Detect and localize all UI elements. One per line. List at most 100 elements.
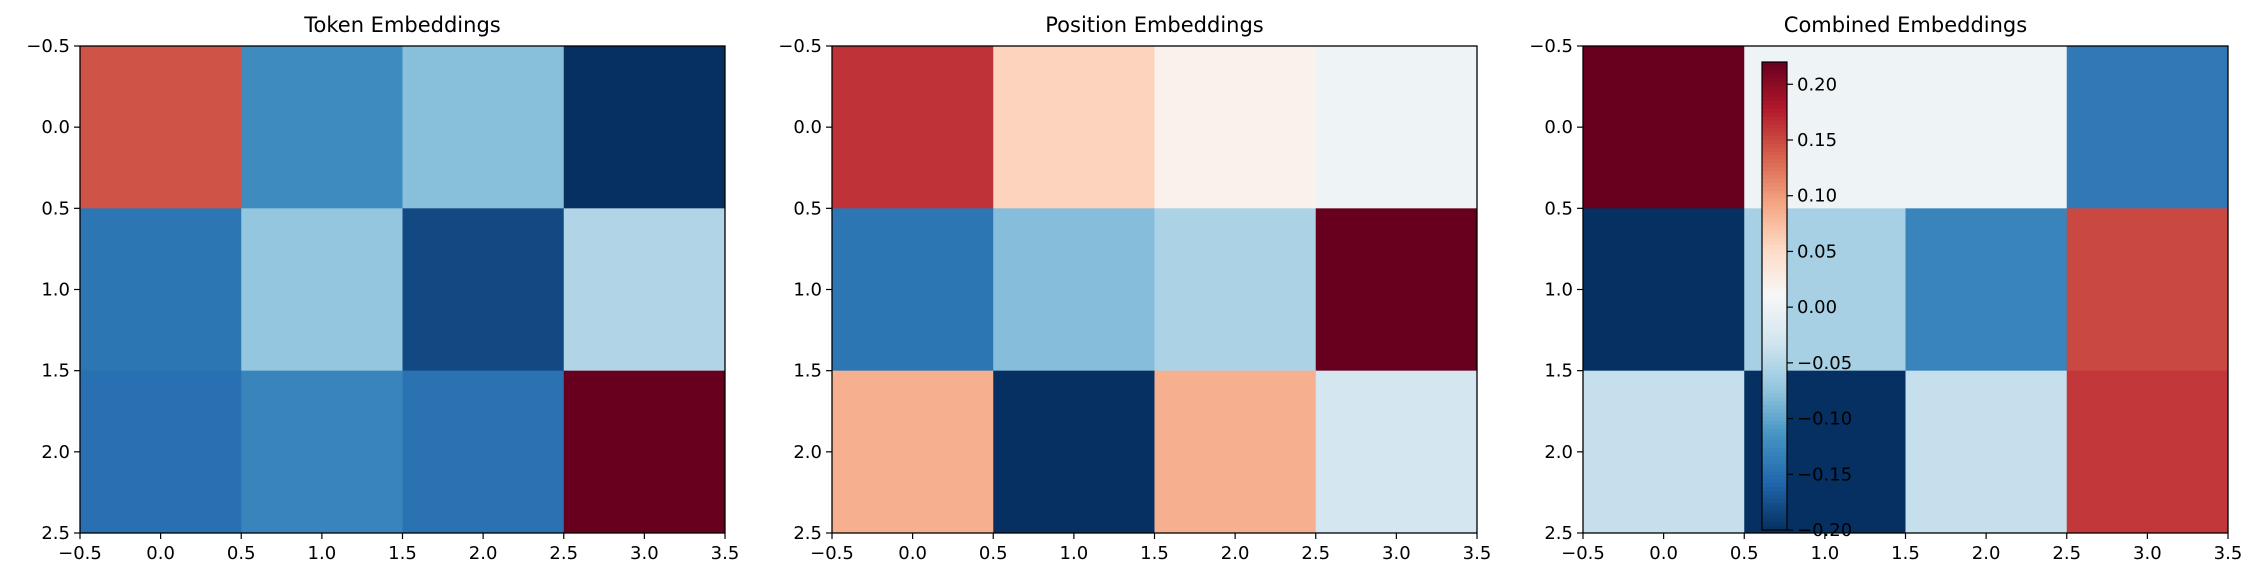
colorbar-gradient-slice xyxy=(1762,210,1787,215)
heatmap-cell-r2-c1 xyxy=(241,370,403,534)
heatmap-cell-r1-c2 xyxy=(402,208,565,372)
x-tick-label: 1.5 xyxy=(1140,543,1169,564)
colorbar-gradient-slice xyxy=(1762,362,1787,367)
heatmap-cell-r2-c0 xyxy=(1583,370,1745,534)
colorbar-gradient-slice xyxy=(1762,498,1787,504)
colorbar-gradient-slice xyxy=(1762,506,1787,512)
colorbar-gradient-slice xyxy=(1762,311,1787,317)
colorbar-gradient-slice xyxy=(1762,436,1787,441)
colorbar-gradient-slice xyxy=(1762,428,1787,434)
heatmap-cell-r0-c2 xyxy=(402,46,565,209)
colorbar-tick-label: 0.00 xyxy=(1797,297,1837,318)
y-tick-label: 1.0 xyxy=(1544,280,1573,301)
colorbar-gradient-slice xyxy=(1762,393,1787,398)
colorbar-gradient-slice xyxy=(1762,452,1787,457)
heatmap-cell-r1-c3 xyxy=(2066,208,2229,372)
colorbar-gradient-slice xyxy=(1762,237,1787,242)
heatmap-cell-r0-c2 xyxy=(1154,46,1317,209)
y-tick-label: 2.0 xyxy=(41,442,70,463)
heatmap-cell-r2-c1 xyxy=(993,370,1155,534)
colorbar-gradient-slice xyxy=(1762,280,1787,285)
heatmap-cell-r2-c2 xyxy=(1154,370,1317,534)
colorbar-gradient-slice xyxy=(1762,136,1787,141)
heatmap-cell-r1-c1 xyxy=(993,208,1155,372)
colorbar-gradient-slice xyxy=(1762,502,1787,508)
colorbar-gradient-slice xyxy=(1762,487,1787,492)
colorbar-gradient-slice xyxy=(1762,190,1787,196)
heatmap-cell-r0-c0 xyxy=(1583,46,1745,209)
x-tick-label: −0.5 xyxy=(1561,543,1605,564)
y-tick-label: 0.5 xyxy=(793,198,822,219)
colorbar-gradient-slice xyxy=(1762,381,1787,387)
colorbar-gradient-slice xyxy=(1762,346,1787,352)
colorbar-tick-label: 0.05 xyxy=(1797,241,1837,262)
y-tick-label: 0.5 xyxy=(1544,198,1573,219)
colorbar-gradient-slice xyxy=(1762,93,1787,98)
colorbar-gradient-slice xyxy=(1762,257,1787,262)
y-tick-label: 1.0 xyxy=(793,280,822,301)
colorbar-gradient-slice xyxy=(1762,315,1787,320)
colorbar-gradient-slice xyxy=(1762,416,1787,422)
colorbar-gradient-slice xyxy=(1762,124,1787,129)
heatmap-cell-r0-c3 xyxy=(1315,46,1478,209)
y-tick-label: −0.5 xyxy=(1529,36,1573,57)
colorbar-gradient-slice xyxy=(1762,89,1787,94)
colorbar-gradient-slice xyxy=(1762,85,1787,90)
y-tick-label: 0.0 xyxy=(41,117,70,138)
heatmap-cell-r1-c3 xyxy=(1315,208,1478,372)
colorbar-gradient-slice xyxy=(1762,249,1787,254)
x-tick-label: 3.5 xyxy=(711,543,740,564)
x-tick-label: 3.0 xyxy=(630,543,659,564)
colorbar-gradient-slice xyxy=(1762,147,1787,153)
colorbar-gradient-slice xyxy=(1762,206,1787,211)
colorbar-gradient-slice xyxy=(1762,73,1787,79)
heatmap-cell-r1-c2 xyxy=(1905,208,2068,372)
heatmap-panel-1: Token Embeddings −0.5 0.0 0.5 1.0 1.5 2.0 2.5 3.… xyxy=(26,13,739,564)
colorbar-gradient-slice xyxy=(1762,354,1787,359)
colorbar-gradient-slice xyxy=(1762,409,1787,414)
colorbar-gradient-slice xyxy=(1762,401,1787,406)
x-tick-label: −0.5 xyxy=(810,543,854,564)
heatmap-cell-r1-c0 xyxy=(832,208,994,372)
x-tick-label: 0.5 xyxy=(1730,543,1759,564)
colorbar-gradient-slice xyxy=(1762,510,1787,515)
colorbar-gradient-slice xyxy=(1762,405,1787,410)
colorbar-gradient-slice xyxy=(1762,413,1787,418)
colorbar-gradient-slice xyxy=(1762,358,1787,363)
colorbar-gradient-slice xyxy=(1762,233,1787,239)
heatmap-cell-r2-c2 xyxy=(1905,370,2068,534)
x-tick-label: 2.0 xyxy=(469,543,498,564)
heatmap-cell-r0-c2 xyxy=(1905,46,2068,209)
colorbar-gradient-slice xyxy=(1762,491,1787,496)
colorbar-gradient-slice xyxy=(1762,292,1787,297)
colorbar-gradient-slice xyxy=(1762,276,1787,281)
colorbar-gradient-slice xyxy=(1762,471,1787,476)
y-tick-label: 2.0 xyxy=(793,442,822,463)
heatmap-cell-r0-c0 xyxy=(80,46,242,209)
x-tick-label: 1.5 xyxy=(1891,543,1920,564)
colorbar-gradient-slice xyxy=(1762,338,1787,344)
colorbar-gradient-slice xyxy=(1762,241,1787,246)
colorbar-gradient-slice xyxy=(1762,377,1787,383)
colorbar-gradient-slice xyxy=(1762,182,1787,188)
colorbar-gradient-slice xyxy=(1762,463,1787,469)
colorbar-gradient-slice xyxy=(1762,494,1787,500)
x-tick-label: 2.5 xyxy=(1301,543,1330,564)
y-tick-label: 2.0 xyxy=(1544,442,1573,463)
heatmap-cell-r0-c1 xyxy=(241,46,403,209)
colorbar-gradient-slice xyxy=(1762,342,1787,348)
y-tick-label: 2.5 xyxy=(41,523,70,544)
colorbar-tick-label: −0.10 xyxy=(1797,409,1852,430)
x-tick-label: 0.0 xyxy=(1649,543,1678,564)
colorbar-gradient-slice xyxy=(1762,218,1787,223)
colorbar-gradient-slice xyxy=(1762,455,1787,461)
heatmap-cell-r0-c3 xyxy=(563,46,726,209)
colorbar-gradient-slice xyxy=(1762,424,1787,430)
colorbar-gradient-slice xyxy=(1762,467,1787,473)
heatmap-cell-r0-c0 xyxy=(832,46,994,209)
colorbar-gradient-slice xyxy=(1762,101,1787,106)
colorbar-gradient-slice xyxy=(1762,327,1787,332)
colorbar-gradient-slice xyxy=(1762,370,1787,375)
colorbar-gradient-slice xyxy=(1762,303,1787,309)
